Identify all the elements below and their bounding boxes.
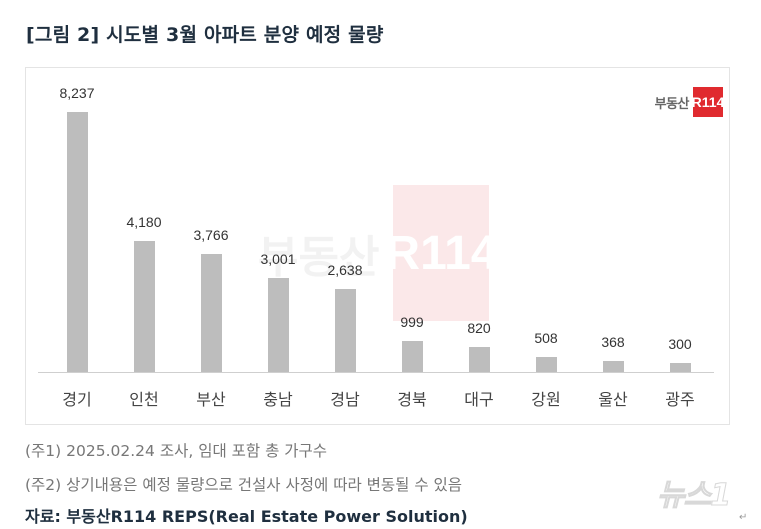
x-tick-label: 광주 [665, 390, 695, 409]
bar-group: 999 [382, 68, 442, 373]
watermark-text: 부동산 [258, 232, 380, 283]
bar [469, 347, 490, 373]
bar [67, 112, 88, 373]
source-label: 자료: 부동산R114 REPS(Real Estate Power Solut… [25, 507, 468, 526]
x-tick-label: 충남 [263, 390, 293, 409]
data-label: 3,766 [193, 227, 229, 243]
footnote-2: (주2) 상기내용은 예정 물량으로 건설사 사정에 따라 변동될 수 있음 [25, 476, 463, 494]
bar-group: 2,638 [315, 68, 375, 373]
data-label: 999 [400, 314, 424, 330]
data-label: 8,237 [59, 85, 95, 101]
bar-group: 508 [516, 68, 576, 373]
x-tick-label: 대구 [464, 390, 494, 409]
bar [335, 289, 356, 373]
x-tick-label: 강원 [531, 390, 561, 409]
footnote-1: (주1) 2025.02.24 조사, 임대 포함 총 가구수 [25, 442, 328, 460]
data-label: 820 [467, 320, 491, 336]
bar-group: 4,180 [114, 68, 174, 373]
data-label: 300 [668, 336, 692, 352]
data-label: 368 [601, 334, 625, 350]
x-tick-label: 인천 [129, 390, 159, 409]
bar-group: 820 [449, 68, 509, 373]
data-label: 4,180 [126, 214, 162, 230]
bar [134, 241, 155, 373]
x-tick-label: 경북 [397, 390, 427, 409]
chart-watermark: 부동산 R114 [258, 185, 498, 321]
watermark-box: R114 [385, 185, 498, 321]
bar [536, 357, 557, 373]
bar-group: 3,001 [248, 68, 308, 373]
r114-logo: 부동산 R114 [654, 87, 724, 117]
bar-group: 3,766 [181, 68, 241, 373]
figure-title: [그림 2] 시도별 3월 아파트 분양 예정 물량 [26, 24, 384, 46]
logo-box: R114 [692, 87, 724, 117]
data-label: 3,001 [260, 251, 296, 267]
bar [268, 278, 289, 373]
x-axis-line [38, 372, 714, 373]
news1-watermark: 뉴스1 [656, 478, 731, 514]
x-tick-label: 부산 [196, 390, 226, 409]
logo-text: 부동산 [654, 96, 690, 112]
data-label: 508 [534, 330, 558, 346]
x-tick-label: 경기 [62, 390, 92, 409]
bar [670, 363, 691, 373]
data-label: 2,638 [327, 262, 363, 278]
chart-frame: 부동산 R114 부동산 R114 8,237 4,180 3,766 3,001 2,… [25, 67, 730, 425]
x-tick-label: 울산 [598, 390, 628, 409]
x-tick-label: 경남 [330, 390, 360, 409]
bar-group: 300 [650, 68, 710, 373]
bar [603, 361, 624, 373]
paragraph-mark-icon: ↵ [739, 512, 748, 523]
bar-group: 8,237 [47, 68, 107, 373]
bar [201, 254, 222, 373]
bar [402, 341, 423, 373]
bar-group: 368 [583, 68, 643, 373]
